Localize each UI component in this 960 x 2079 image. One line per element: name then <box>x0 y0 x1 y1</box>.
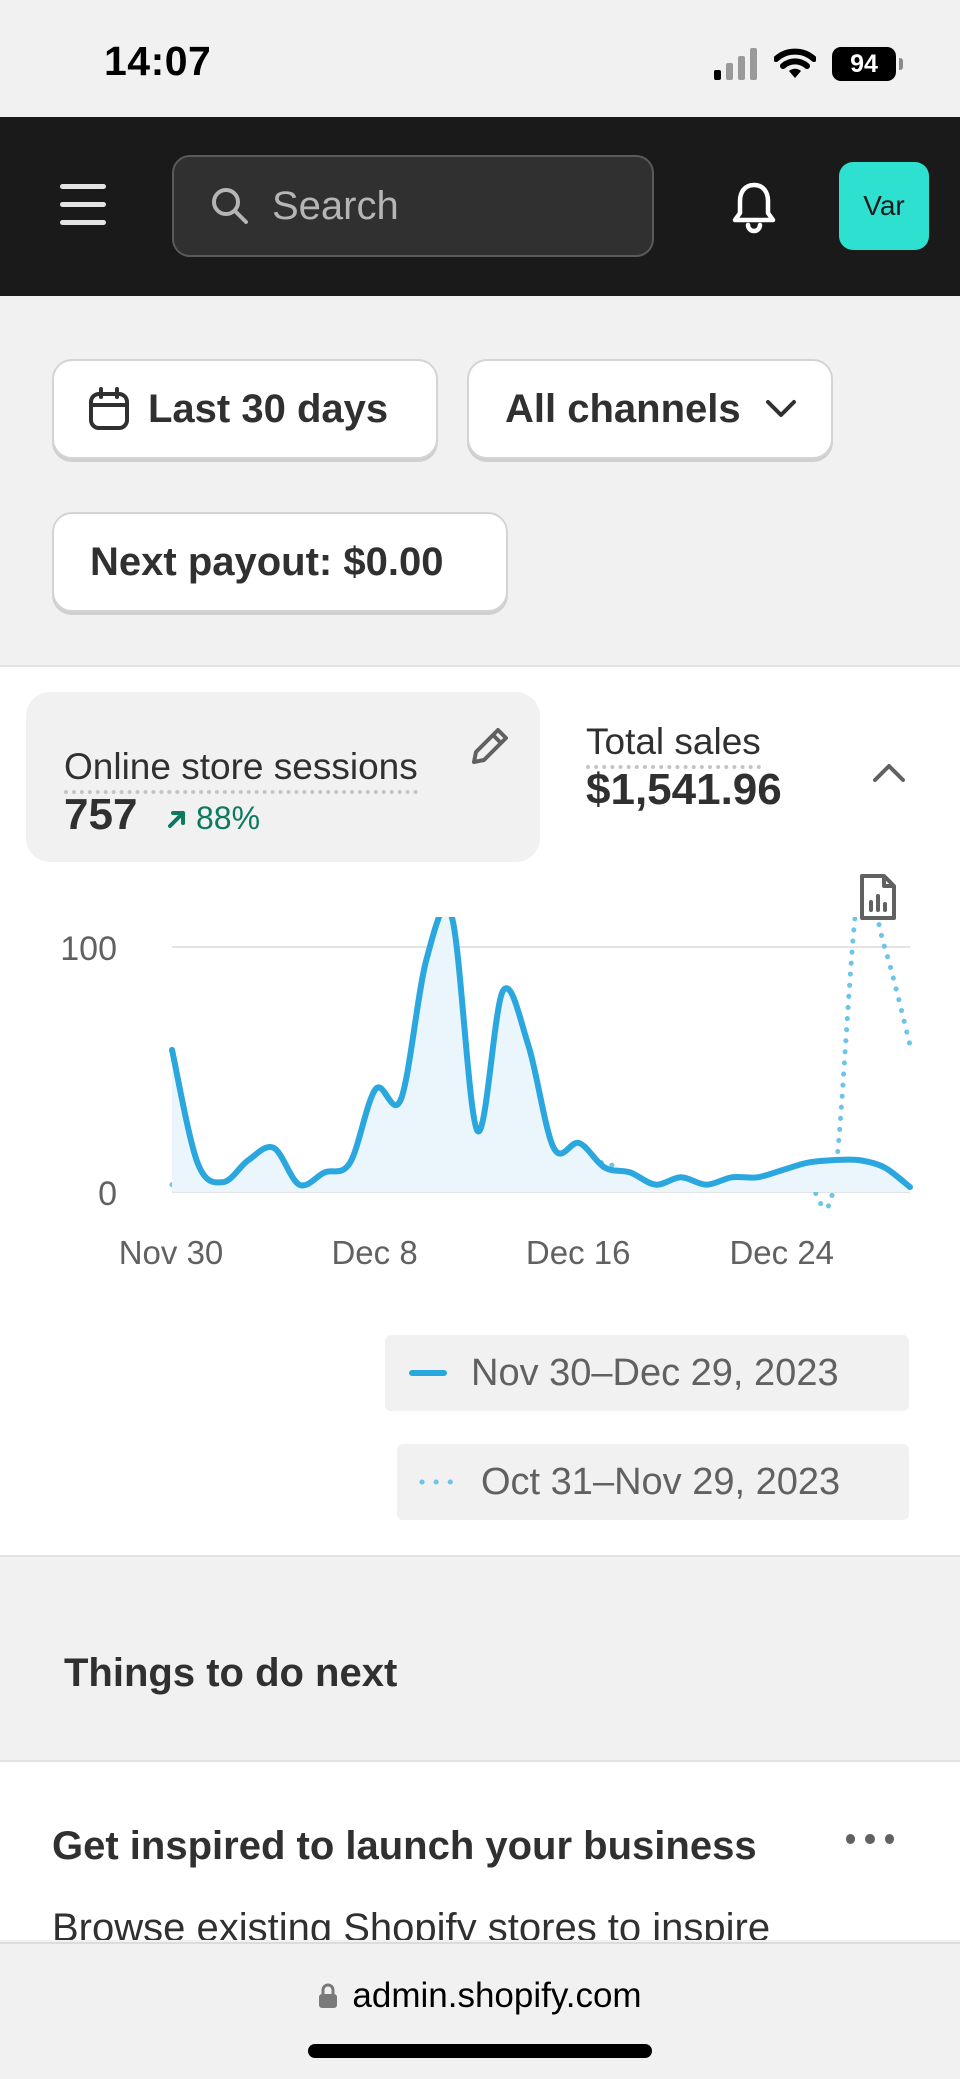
legend-solid-line-swatch <box>409 1370 447 1376</box>
x-tick-label: Dec 24 <box>729 1234 834 1271</box>
next-payout-label: Next payout: $0.00 <box>90 539 444 584</box>
channels-label: All channels <box>505 386 741 431</box>
trend-percentage: 88% <box>196 800 261 836</box>
wifi-icon <box>774 48 816 78</box>
avatar[interactable]: Var <box>839 162 929 250</box>
metric-value: 757 <box>64 790 138 839</box>
legend-current-label: Nov 30–Dec 29, 2023 <box>471 1351 839 1394</box>
metric-label: Online store sessions <box>64 746 418 794</box>
task-card-body: Browse existing Shopify stores to inspir… <box>52 1906 771 1940</box>
status-time: 14:07 <box>104 38 212 84</box>
notifications-bell-icon[interactable] <box>730 179 778 235</box>
chevron-down-icon <box>765 400 796 417</box>
legend-previous-label: Oct 31–Nov 29, 2023 <box>481 1460 841 1503</box>
battery-icon: 94 <box>832 47 903 81</box>
status-bar: 14:07 94 <box>0 0 960 117</box>
search-input[interactable]: Search <box>172 155 654 257</box>
x-tick-label: Nov 30 <box>119 1234 224 1271</box>
legend-previous-period[interactable]: Oct 31–Nov 29, 2023 <box>397 1444 909 1520</box>
url-display[interactable]: admin.shopify.com <box>0 1976 960 2016</box>
series-line-current <box>169 917 913 1191</box>
browser-address-bar: admin.shopify.com <box>0 1942 960 2079</box>
edit-pencil-icon[interactable] <box>466 724 512 770</box>
more-options-icon[interactable] <box>846 1834 894 1850</box>
report-document-icon[interactable] <box>858 872 898 922</box>
things-to-do-title: Things to do next <box>64 1651 398 1695</box>
chevron-up-icon[interactable] <box>870 759 908 785</box>
task-card[interactable]: Get inspired to launch your business Bro… <box>0 1760 960 1940</box>
calendar-icon <box>89 387 129 430</box>
search-icon <box>212 188 248 224</box>
y-tick-label: 0 <box>98 1175 117 1213</box>
metrics-card: Online store sessions 757 88% Total sale… <box>0 665 960 1557</box>
url-text: admin.shopify.com <box>352 1976 642 2015</box>
arrow-up-right-icon <box>168 810 185 828</box>
search-placeholder: Search <box>272 183 399 228</box>
series-area-current <box>172 917 910 1192</box>
metric-total-sales-value: $1,541.96 <box>586 765 782 814</box>
metric-online-store-sessions[interactable]: Online store sessions 757 88% <box>26 692 540 862</box>
x-tick-label: Dec 8 <box>331 1234 417 1271</box>
home-indicator[interactable] <box>308 2044 652 2058</box>
status-icons: 94 <box>714 44 903 84</box>
trend-badge: 88% <box>166 800 260 837</box>
metric-total-sales-label[interactable]: Total sales <box>586 721 761 769</box>
y-tick-label: 100 <box>60 930 117 968</box>
cellular-signal-icon <box>714 48 757 80</box>
lock-icon <box>319 1983 338 2008</box>
task-card-title: Get inspired to launch your business <box>52 1824 757 1868</box>
x-tick-label: Dec 16 <box>526 1234 631 1271</box>
next-payout-button[interactable]: Next payout: $0.00 <box>52 512 508 612</box>
menu-icon[interactable] <box>60 184 118 230</box>
legend-dotted-line-swatch <box>419 1479 457 1485</box>
top-bar: Search Var <box>0 117 960 296</box>
date-range-button[interactable]: Last 30 days <box>52 359 438 459</box>
date-range-label: Last 30 days <box>148 386 389 431</box>
legend-current-period[interactable]: Nov 30–Dec 29, 2023 <box>385 1335 909 1411</box>
channels-dropdown[interactable]: All channels <box>467 359 833 459</box>
